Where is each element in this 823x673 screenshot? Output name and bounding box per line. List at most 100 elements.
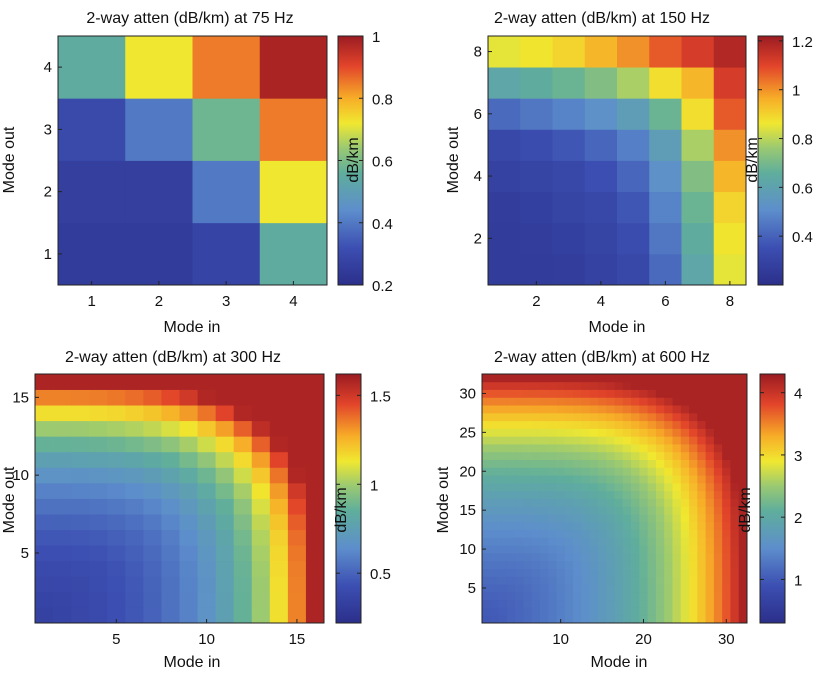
heatmap-cell [556, 552, 566, 562]
heatmap-cell [639, 591, 649, 601]
heatmap-cell [705, 537, 715, 546]
heatmap-cell [738, 576, 748, 585]
heatmap-cell [606, 545, 615, 554]
heatmap-cell [689, 482, 698, 492]
heatmap-cell [680, 560, 690, 569]
x-tick-label: 6 [661, 293, 669, 310]
y-tick-label: 2 [44, 184, 52, 201]
heatmap-cell [606, 568, 615, 577]
heatmap-cell [564, 498, 574, 507]
heatmap-cell [490, 615, 499, 624]
heatmap-cell [233, 545, 253, 562]
heatmap-cell [58, 160, 126, 224]
heatmap-cell [705, 607, 715, 616]
heatmap-cell [523, 506, 533, 515]
heatmap-cell [597, 537, 607, 546]
heatmap-cell [215, 436, 235, 453]
heatmap-cell [584, 67, 618, 99]
heatmap-cell [730, 584, 740, 593]
heatmap-cell [713, 129, 747, 161]
heatmap-cell [622, 389, 632, 398]
heatmap-cell [506, 599, 516, 608]
heatmap-cell [548, 451, 557, 460]
heatmap-cell [564, 514, 574, 523]
heatmap-cell [680, 381, 690, 390]
heatmap-cell [269, 514, 289, 531]
heatmap-cell [515, 381, 524, 390]
heatmap-cell [689, 529, 698, 538]
heatmap-cell [722, 374, 731, 383]
heatmap-cell [614, 374, 624, 383]
heatmap-cell [556, 482, 566, 492]
heatmap-cell [179, 374, 198, 390]
heatmap-cell [53, 576, 72, 593]
heatmap-cell [655, 584, 665, 593]
heatmap-cell [89, 451, 108, 468]
heatmap-cell [697, 459, 706, 468]
x-tick-label: 2 [155, 293, 163, 310]
heatmap-cell [730, 529, 740, 538]
heatmap-cell [556, 529, 566, 538]
heatmap-cell [506, 374, 516, 383]
heatmap-cell [179, 451, 198, 468]
heatmap-cell [269, 482, 289, 499]
heatmap-cell [713, 545, 723, 554]
heatmap-cell [597, 420, 607, 429]
heatmap-cell [705, 459, 715, 468]
heatmap-cell [705, 405, 715, 414]
heatmap-cell [730, 521, 740, 531]
heatmap-cell [581, 552, 591, 562]
heatmap-cell [498, 397, 508, 406]
colorbar-tick-label: 0.6 [792, 180, 813, 197]
heatmap-cell [722, 475, 731, 484]
heatmap-cell [269, 560, 289, 577]
heatmap [35, 374, 325, 624]
heatmap-cell [143, 374, 162, 390]
heatmap-cell [722, 576, 731, 585]
y-tick-label: 2 [474, 230, 482, 247]
heatmap-cell [655, 475, 665, 484]
colorbar-ticks: 0.5 1 1.5 [336, 388, 391, 583]
heatmap-cell [490, 459, 499, 468]
heatmap-cell [664, 397, 673, 406]
heatmap-cell [179, 436, 198, 453]
heatmap-cell [622, 599, 632, 608]
heatmap-cell [664, 607, 673, 616]
axis-ticks: 1 2 3 4 1 2 3 4 [44, 59, 298, 310]
colorbar-ticks: 0.2 0.4 0.6 0.8 1 [338, 29, 393, 295]
heatmap-cell [697, 490, 706, 499]
heatmap-cell [573, 521, 582, 531]
heatmap-cell [705, 436, 715, 445]
y-tick-label: 4 [44, 59, 52, 76]
heatmap-cell [649, 222, 682, 255]
heatmap-cell [287, 482, 307, 499]
heatmap-cell [251, 591, 271, 608]
heatmap-cell [53, 545, 72, 562]
heatmap-cell [233, 514, 253, 531]
heatmap-cell [655, 467, 665, 476]
heatmap-cell [606, 475, 615, 484]
heatmap-cell [680, 451, 690, 460]
heatmap-cell [71, 560, 90, 577]
heatmap-cell [672, 374, 682, 383]
heatmap-cell [498, 615, 508, 624]
heatmap-cell [539, 428, 549, 437]
heatmap-cell [730, 420, 740, 429]
heatmap-cell [722, 584, 731, 593]
heatmap-cell [689, 444, 698, 453]
heatmap-cell [564, 381, 574, 390]
heatmap-cell [251, 482, 271, 499]
heatmap-cell [305, 451, 325, 468]
heatmap-cell [259, 36, 328, 99]
heatmap-cell [655, 381, 665, 390]
heatmap-cell [597, 482, 607, 492]
heatmap-cell [697, 428, 706, 437]
heatmap-cell [506, 521, 516, 531]
heatmap-cell [689, 467, 698, 476]
y-axis-label: Mode out [435, 466, 452, 533]
heatmap-cell [606, 397, 615, 406]
heatmap-cell [639, 412, 649, 422]
heatmap-cell [672, 584, 682, 593]
heatmap-cell [649, 98, 682, 130]
heatmap-cell [655, 397, 665, 406]
